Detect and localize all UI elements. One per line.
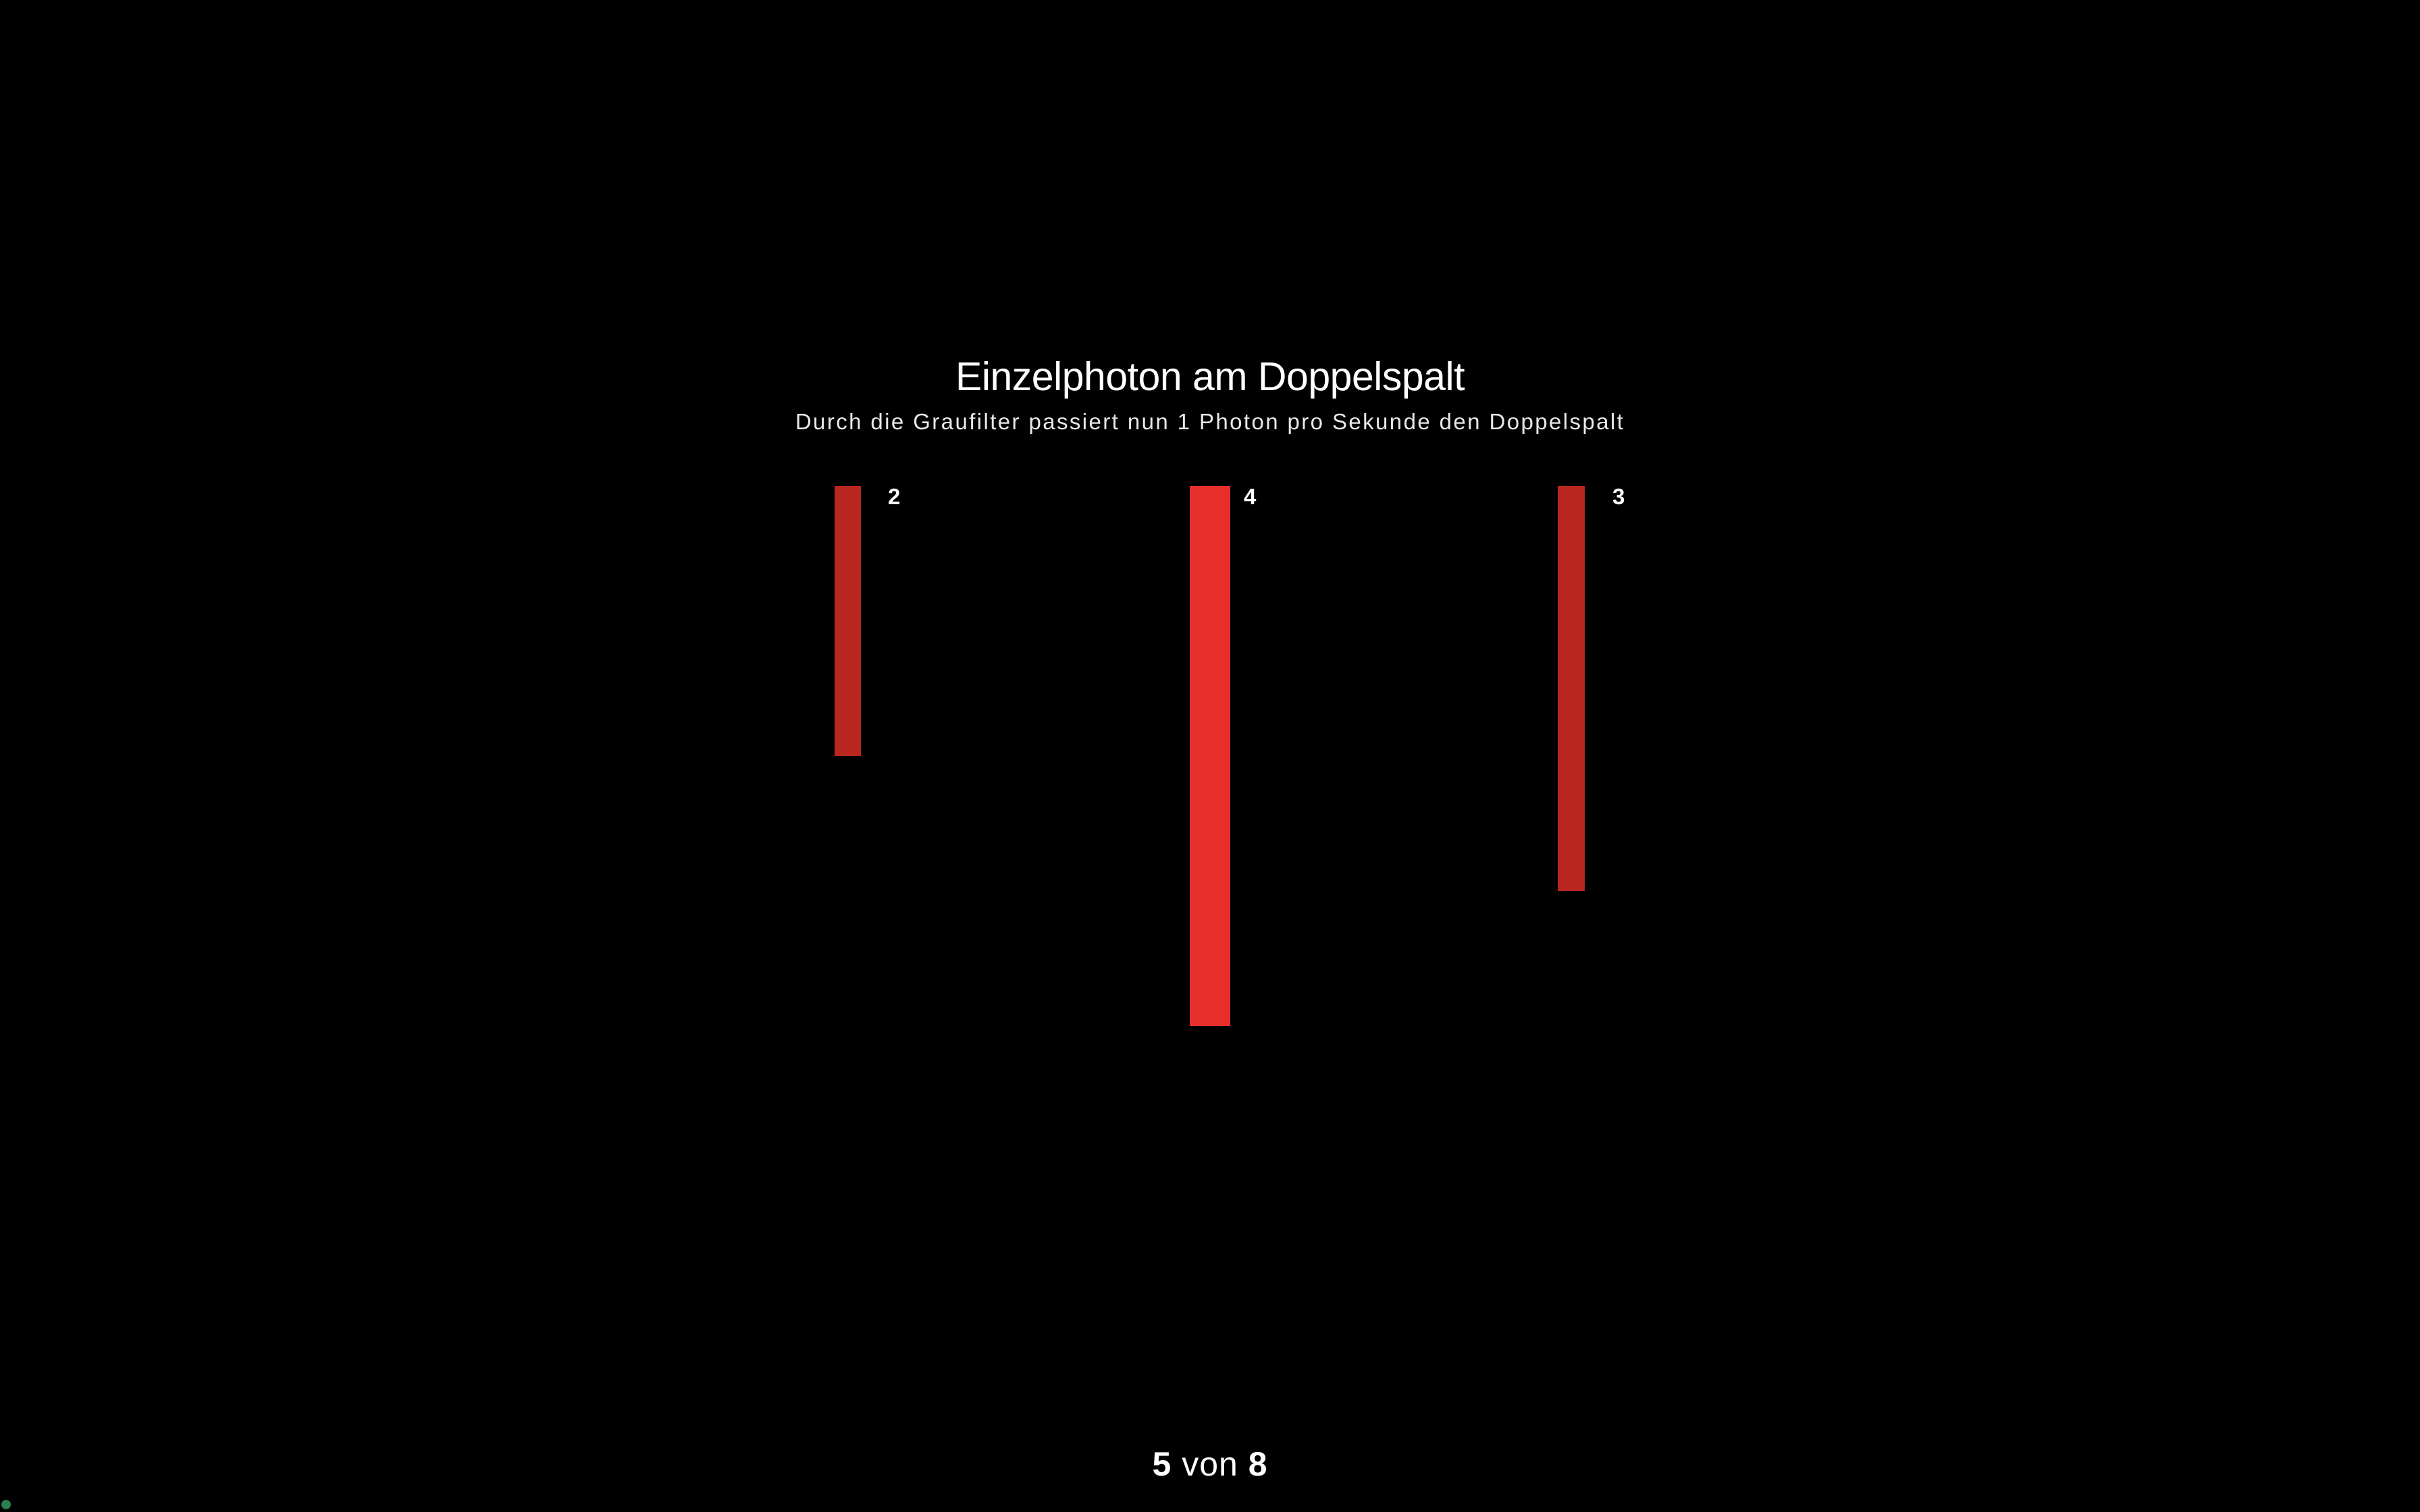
current-slide-number: 5: [1152, 1445, 1172, 1483]
bar-label-1: 2: [888, 484, 901, 509]
bar-label-2: 4: [1244, 484, 1257, 509]
bar-2: [1190, 486, 1230, 1026]
status-indicator-dot: [1, 1500, 11, 1509]
bar-3: [1558, 486, 1585, 891]
slide-counter-separator: von: [1182, 1445, 1238, 1483]
total-slide-count: 8: [1248, 1445, 1268, 1483]
bar-label-3: 3: [1612, 484, 1625, 509]
slide-counter: 5 von 8: [0, 1442, 2420, 1486]
slide-subtitle: Durch die Graufilter passiert nun 1 Phot…: [795, 409, 1625, 434]
slide-title: Einzelphoton am Doppelspalt: [955, 354, 1465, 399]
bar-1: [835, 486, 861, 756]
